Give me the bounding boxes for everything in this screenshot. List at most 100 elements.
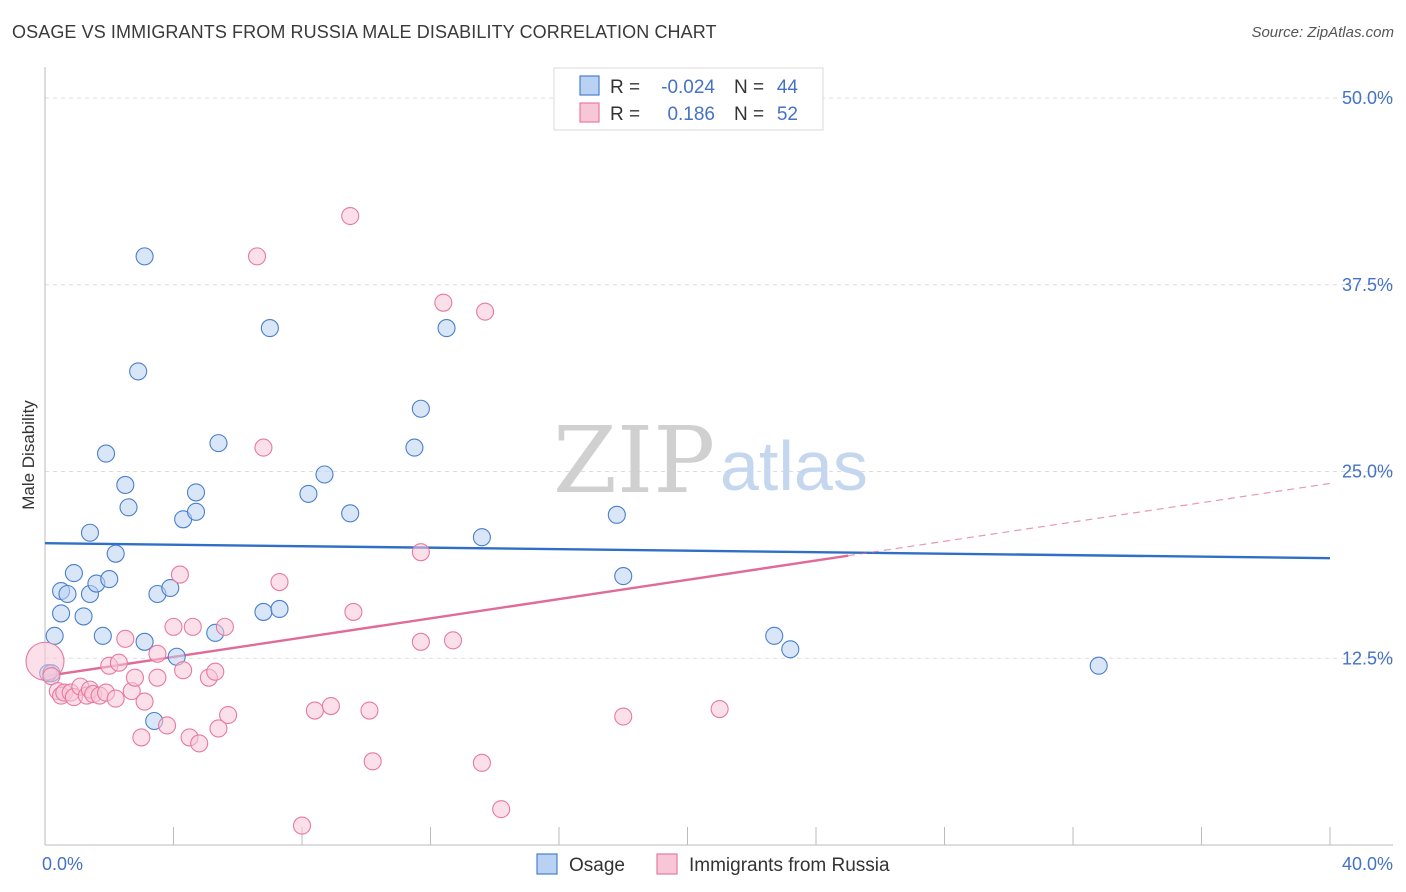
series-legend-label-russia: Immigrants from Russia bbox=[689, 855, 890, 876]
legend-r-value-osage: -0.024 bbox=[661, 77, 715, 98]
russia-point-36 bbox=[254, 438, 273, 457]
legend-r-label-osage: R = bbox=[610, 77, 640, 98]
legend-n-label-russia: N = bbox=[734, 104, 764, 125]
osage-point-12 bbox=[116, 475, 135, 494]
russia-point-48 bbox=[443, 631, 463, 650]
russia-point-47 bbox=[434, 293, 453, 312]
osage-point-40 bbox=[765, 626, 784, 645]
osage-point-10 bbox=[100, 570, 119, 589]
osage-point-1 bbox=[45, 626, 64, 645]
osage-point-6 bbox=[74, 607, 93, 626]
osage-point-16 bbox=[129, 362, 148, 381]
osage-trend-line bbox=[44, 542, 1331, 560]
osage-point-32 bbox=[315, 465, 334, 484]
russia-point-15 bbox=[109, 653, 128, 672]
russia-point-24 bbox=[164, 617, 183, 636]
russia-point-13 bbox=[106, 689, 125, 708]
russia-point-49 bbox=[472, 753, 491, 772]
tick-labels: 12.5% 25.0% 37.5% 50.0% 0.0% 40.0% bbox=[42, 88, 1393, 874]
legend-n-label-osage: N = bbox=[734, 77, 764, 98]
legend-n-value-osage: 44 bbox=[777, 77, 799, 98]
osage-point-42 bbox=[1089, 656, 1108, 675]
russia-point-34 bbox=[219, 705, 238, 725]
russia-point-22 bbox=[148, 668, 167, 687]
russia-point-43 bbox=[360, 701, 379, 720]
y-tick-label-0: 12.5% bbox=[1342, 648, 1393, 668]
russia-point-19 bbox=[132, 728, 151, 747]
russia-point-21 bbox=[148, 644, 167, 663]
russia-point-23 bbox=[158, 716, 177, 735]
series-legend: Osage Immigrants from Russia bbox=[536, 853, 890, 876]
russia-point-41 bbox=[341, 206, 360, 226]
osage-point-29 bbox=[260, 319, 279, 338]
legend-swatch-osage bbox=[579, 75, 600, 96]
russia-point-18 bbox=[125, 668, 144, 687]
osage-point-36 bbox=[437, 319, 456, 338]
y-tick-label-3: 50.0% bbox=[1342, 88, 1393, 108]
russia-point-46 bbox=[411, 632, 430, 651]
russia-point-40 bbox=[321, 697, 340, 716]
grid-lines bbox=[45, 97, 1393, 659]
osage-point-41 bbox=[781, 640, 800, 659]
osage-point-27 bbox=[209, 434, 228, 453]
osage-point-21 bbox=[161, 578, 180, 598]
osage-point-13 bbox=[119, 498, 138, 517]
russia-point-53 bbox=[710, 699, 729, 719]
legend-n-value-russia: 52 bbox=[777, 104, 798, 125]
russia-point-44 bbox=[363, 752, 382, 771]
osage-point-38 bbox=[607, 505, 626, 524]
y-axis-label: Male Disability bbox=[19, 400, 38, 510]
series-legend-swatch-russia bbox=[656, 853, 678, 875]
russia-point-39 bbox=[305, 701, 324, 720]
source-credit: Source: ZipAtlas.com bbox=[1251, 24, 1394, 41]
russia-point-31 bbox=[206, 662, 225, 681]
russia-point-37 bbox=[270, 573, 289, 592]
russia-point-52 bbox=[614, 707, 633, 726]
watermark-atlas: atlas bbox=[720, 427, 868, 505]
russia-point-38 bbox=[292, 816, 312, 835]
russia-point-25 bbox=[170, 565, 189, 584]
osage-point-9 bbox=[93, 626, 112, 645]
legend-swatch-russia bbox=[579, 102, 600, 123]
osage-point-35 bbox=[411, 399, 430, 418]
chart-title: OSAGE VS IMMIGRANTS FROM RUSSIA MALE DIS… bbox=[12, 22, 717, 42]
osage-point-11 bbox=[106, 544, 125, 563]
stats-legend: R = -0.024 N = 44 R = 0.186 N = 52 bbox=[553, 67, 824, 131]
watermark-zip: ZIP bbox=[553, 407, 715, 514]
x-tick-label-0: 0.0% bbox=[42, 854, 83, 874]
y-tick-label-2: 37.5% bbox=[1342, 275, 1393, 295]
russia-point-33 bbox=[215, 617, 234, 636]
axes bbox=[44, 67, 1393, 846]
osage-point-34 bbox=[405, 438, 424, 457]
y-tick-label-1: 25.0% bbox=[1342, 462, 1393, 482]
osage-point-25 bbox=[186, 483, 206, 502]
osage-point-2 bbox=[52, 604, 71, 623]
osage-point-17 bbox=[135, 247, 154, 266]
russia-point-16 bbox=[116, 629, 135, 648]
osage-point-37 bbox=[472, 528, 491, 547]
russia-point-28 bbox=[183, 617, 202, 636]
russia-point-32 bbox=[209, 719, 228, 738]
russia-point-26 bbox=[174, 661, 193, 680]
legend-r-value-russia: 0.186 bbox=[667, 104, 715, 125]
osage-point-30 bbox=[270, 599, 289, 618]
osage-point-28 bbox=[254, 602, 273, 621]
russia-point-51 bbox=[492, 800, 511, 819]
osage-point-14 bbox=[80, 523, 100, 542]
russia-point-50 bbox=[476, 302, 495, 321]
osage-point-33 bbox=[341, 504, 360, 523]
osage-point-15 bbox=[96, 444, 116, 463]
series-legend-swatch-osage bbox=[536, 853, 558, 875]
russia-trend-extension bbox=[848, 482, 1331, 557]
data-points bbox=[25, 206, 1108, 835]
osage-point-31 bbox=[299, 484, 318, 503]
x-tick-label-1: 40.0% bbox=[1342, 854, 1393, 874]
series-legend-label-osage: Osage bbox=[569, 855, 625, 876]
russia-point-42 bbox=[344, 602, 363, 621]
russia-point-20 bbox=[135, 692, 154, 711]
osage-point-4 bbox=[58, 584, 77, 604]
russia-point-35 bbox=[247, 247, 267, 266]
osage-point-18 bbox=[135, 632, 154, 651]
watermark: ZIP atlas bbox=[553, 407, 868, 514]
